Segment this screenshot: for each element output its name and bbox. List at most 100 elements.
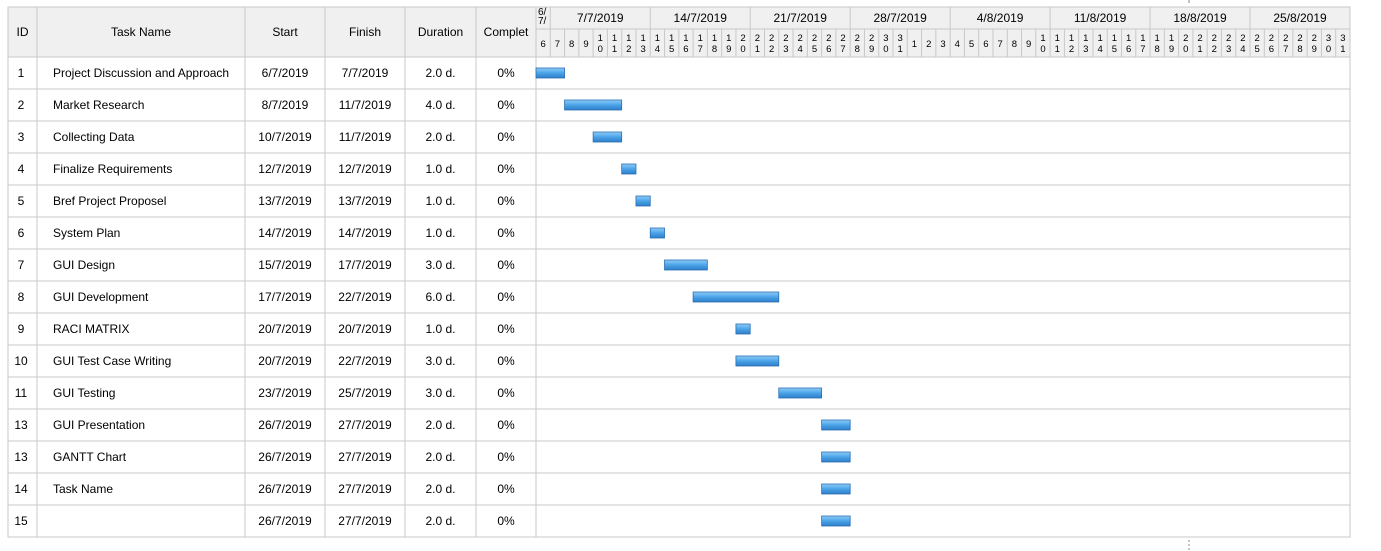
cell-id: 11 [15,386,28,400]
week-label-first: 7/ [538,16,547,27]
week-label: 11/8/2019 [1074,11,1127,25]
day-label: 9 [1026,39,1031,50]
table-row: 7 GUI Design 15/7/2019 17/7/2019 3.0 d. 0% [8,258,1350,282]
day-label: 2 [1069,44,1074,55]
table-row: 10 GUI Test Case Writing 20/7/2019 22/7/201… [8,354,1350,378]
day-label: 6 [1126,44,1131,55]
task-bar [635,195,651,207]
day-label: 1 [712,33,717,44]
column-header-duration: Duration [418,25,463,39]
day-label: 2 [1197,33,1202,44]
cell-finish: 20/7/2019 [338,322,392,336]
day-label: 2 [626,44,631,55]
cell-duration: 1.0 d. [425,322,455,336]
cell-start: 26/7/2019 [258,514,312,528]
day-label: 6 [826,44,831,55]
day-label: 1 [1040,33,1045,44]
task-bar [621,163,637,175]
day-label: 0 [598,44,603,55]
table-row: 5 Bref Project Proposel 13/7/2019 13/7/2019… [8,194,1350,218]
cell-finish: 27/7/2019 [338,514,392,528]
cell-finish: 27/7/2019 [338,482,392,496]
day-label: 2 [769,33,774,44]
cell-task-name: GANTT Chart [53,450,127,464]
cell-finish: 22/7/2019 [338,290,392,304]
day-label: 2 [1240,33,1245,44]
cell-duration: 2.0 d. [425,66,455,80]
cell-complete: 0% [497,66,515,80]
day-label: 2 [869,33,874,44]
cell-finish: 17/7/2019 [338,258,392,272]
day-label: 2 [826,33,831,44]
cell-duration: 1.0 d. [425,226,455,240]
cell-duration: 2.0 d. [425,418,455,432]
week-label: 14/7/2019 [674,11,728,25]
cell-task-name: GUI Development [53,290,149,304]
day-label: 4 [1097,44,1102,55]
day-label: 6 [683,44,688,55]
day-label: 1 [598,33,603,44]
cell-duration: 2.0 d. [425,482,455,496]
day-label: 2 [1226,33,1231,44]
cell-start: 14/7/2019 [258,226,312,240]
column-header-finish: Finish [349,25,381,39]
table-row: 4 Finalize Requirements 12/7/2019 12/7/2019… [8,162,1350,186]
day-label: 8 [569,39,574,50]
day-label: 1 [1055,33,1060,44]
day-label: 1 [669,33,674,44]
day-label: 3 [883,33,888,44]
task-bar [664,259,708,271]
cell-complete: 0% [497,386,515,400]
cell-duration: 3.0 d. [425,354,455,368]
cell-start: 20/7/2019 [258,354,312,368]
day-label: 9 [583,39,588,50]
cell-complete: 0% [497,354,515,368]
task-bar [821,515,851,527]
day-label: 1 [1055,44,1060,55]
table-border [7,6,1351,538]
task-bar [735,323,751,335]
day-label: 4 [798,44,803,55]
cell-complete: 0% [497,450,515,464]
day-label: 5 [812,44,817,55]
week-label: 4/8/2019 [977,11,1024,25]
day-label: 1 [1097,33,1102,44]
task-bar [778,387,823,399]
cell-duration: 2.0 d. [425,130,455,144]
day-label: 1 [726,33,731,44]
cell-task-name: Market Research [53,98,144,112]
cell-finish: 14/7/2019 [338,226,392,240]
week-label: 21/7/2019 [773,11,827,25]
cell-task-name: GUI Test Case Writing [53,354,171,368]
week-label: 7/7/2019 [577,11,624,25]
day-label: 2 [840,33,845,44]
table-row: 11 GUI Testing 23/7/2019 25/7/2019 3.0 d. 0% [8,386,1350,410]
task-bar [535,67,565,79]
day-label: 0 [740,44,745,55]
day-label: 3 [1083,44,1088,55]
day-label: 2 [1283,33,1288,44]
day-label: 2 [798,33,803,44]
cell-duration: 3.0 d. [425,258,455,272]
day-label: 3 [940,39,945,50]
day-label: 1 [755,44,760,55]
day-label: 2 [1269,33,1274,44]
day-label: 7 [1283,44,1288,55]
day-label: 1 [1340,44,1345,55]
day-label: 5 [669,44,674,55]
column-header-start: Start [272,25,298,39]
table-row: 13 GUI Presentation 26/7/2019 27/7/2019 2.0 … [8,418,1350,442]
cell-id: 7 [18,258,25,272]
cell-complete: 0% [497,226,515,240]
task-bar [821,483,851,495]
day-label: 4 [955,39,960,50]
cell-start: 26/7/2019 [258,418,312,432]
day-label: 5 [969,39,974,50]
task-bar [564,99,623,111]
day-label: 1 [640,33,645,44]
cell-id: 14 [14,482,28,496]
day-label: 1 [912,39,917,50]
day-label: 2 [1255,33,1260,44]
day-label: 2 [783,33,788,44]
